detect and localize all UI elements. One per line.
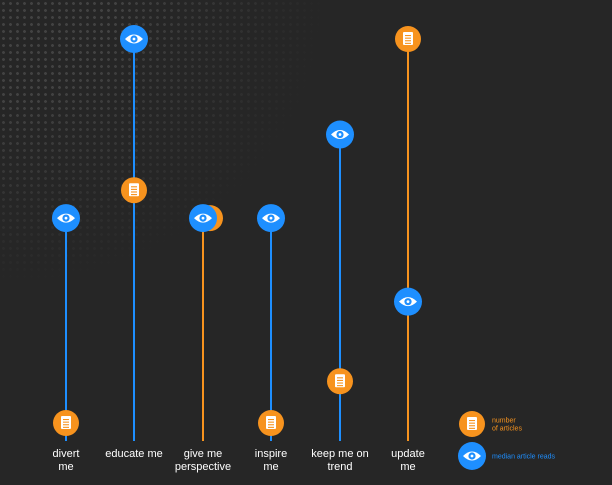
reads-marker — [52, 204, 80, 233]
category-label: give me perspective — [175, 448, 231, 473]
legend: number of articles median article reads — [458, 411, 556, 470]
articles-marker — [258, 410, 284, 436]
category-label: educate me — [105, 448, 162, 460]
reads-marker — [394, 287, 422, 316]
category-label: update me — [391, 448, 425, 473]
articles-marker — [395, 26, 421, 52]
dot-pattern-background — [0, 0, 330, 290]
articles-marker — [327, 368, 353, 395]
reads-marker — [189, 204, 217, 233]
articles-marker — [53, 410, 79, 436]
legend-label: median article reads — [492, 454, 556, 461]
legend-item: median article reads — [458, 442, 556, 470]
category-label: divert me — [53, 448, 80, 473]
articles-marker — [121, 177, 147, 204]
category-label: inspire me — [255, 448, 287, 473]
reads-marker — [120, 25, 148, 53]
reads-marker — [257, 204, 285, 233]
reads-marker — [326, 120, 354, 149]
legend-item: number of articles — [459, 411, 522, 437]
category-label: keep me on trend — [311, 448, 368, 473]
legend-label: number of articles — [492, 418, 522, 433]
